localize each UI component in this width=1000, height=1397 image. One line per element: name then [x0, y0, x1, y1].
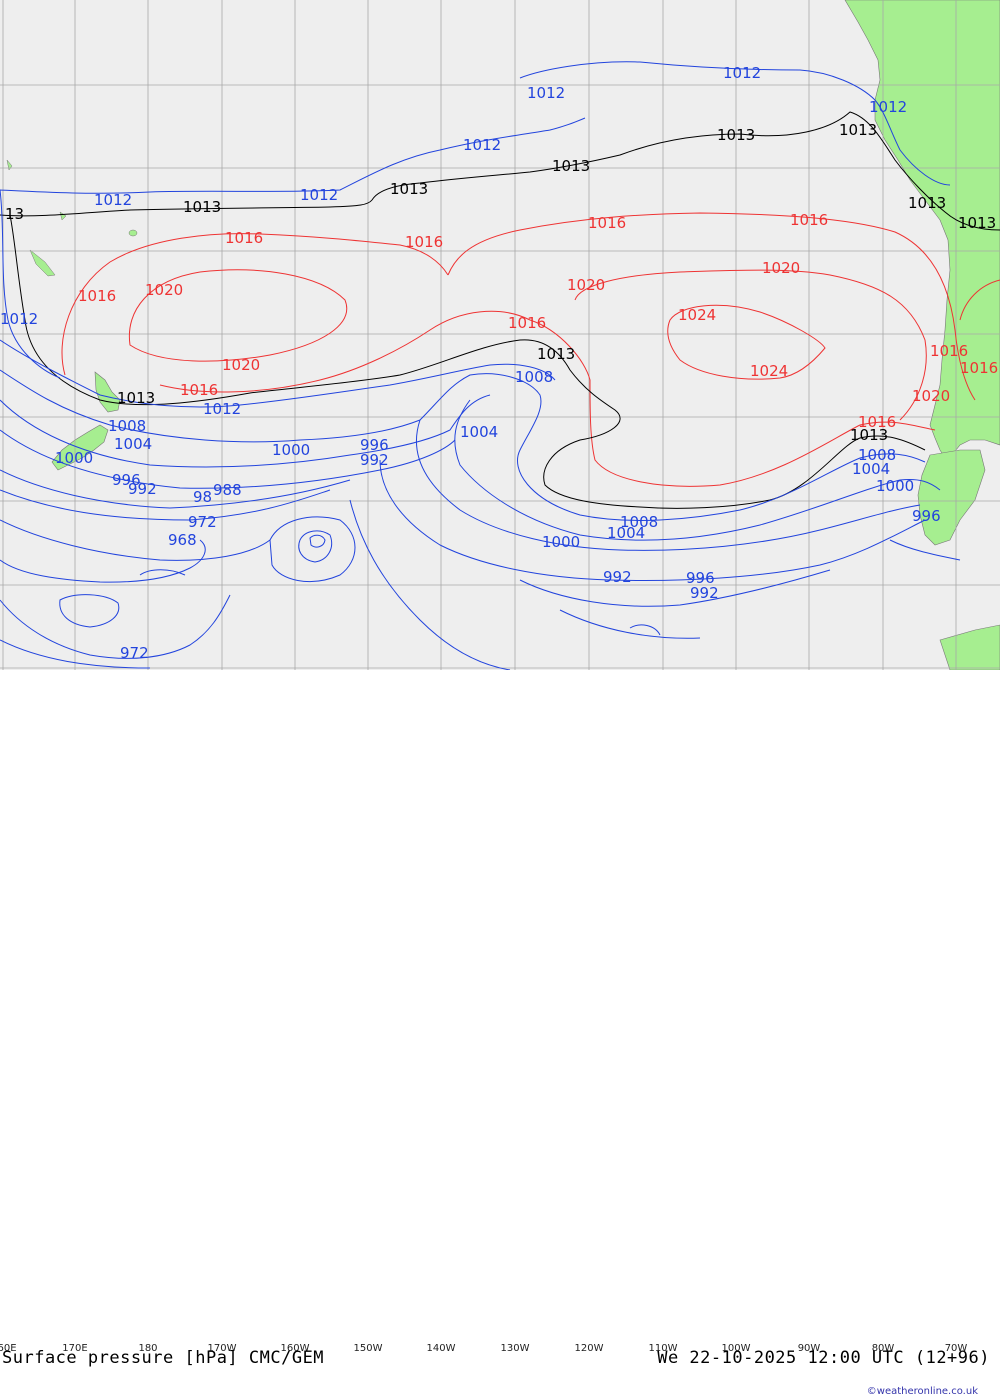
- isobar-label: 996: [912, 507, 941, 525]
- isobar-label: 1008: [515, 368, 553, 386]
- isobar-label: 1004: [607, 524, 645, 542]
- isobar-label: 1013: [717, 126, 755, 144]
- lon-label: 140W: [426, 1343, 456, 1354]
- isobar-label: 1012: [0, 310, 38, 328]
- isobar-label: 1012: [723, 64, 761, 82]
- isobar-label: 1012: [94, 191, 132, 209]
- lon-label: 150W: [353, 1343, 383, 1354]
- isobar-label: 1020: [567, 276, 605, 294]
- isobar-label: 13: [5, 205, 24, 223]
- isobar-label: 1016: [508, 314, 546, 332]
- isobar-label: 1000: [876, 477, 914, 495]
- isobar-label: 1013: [390, 180, 428, 198]
- lat-lon-grid: [0, 0, 1000, 670]
- isobar-label: 968: [168, 531, 197, 549]
- valid-time: We 22-10-2025 12:00 UTC (12+96): [657, 1348, 990, 1368]
- isobar-label: 992: [360, 451, 389, 469]
- isobars-high: [61, 212, 1000, 487]
- isobar-label: 98: [193, 488, 212, 506]
- isobar-label: 992: [690, 584, 719, 602]
- isobar-label: 1008: [858, 446, 896, 464]
- isobar-label: 992: [603, 568, 632, 586]
- isobar-label: 1012: [203, 400, 241, 418]
- isobar-label: 1016: [790, 211, 828, 229]
- isobar-label: 1013: [183, 198, 221, 216]
- isobar-label: 1020: [912, 387, 950, 405]
- isobar-label: 1020: [145, 281, 183, 299]
- isobar-label: 1013: [537, 345, 575, 363]
- isobars-mid: [0, 111, 1000, 509]
- isobar-label: 1012: [463, 136, 501, 154]
- isobar-label: 1013: [552, 157, 590, 175]
- isobar-label: 1008: [108, 417, 146, 435]
- isobar-labels-low: 1012 1012 1012 1012 1012 1012 1012 1012 …: [0, 64, 941, 662]
- isobar-label: 1012: [527, 84, 565, 102]
- isobar-label: 1016: [180, 381, 218, 399]
- isobar-label: 1000: [55, 449, 93, 467]
- isobar-label: 1024: [750, 362, 788, 380]
- isobar-label: 1012: [869, 98, 907, 116]
- isobar-label: 988: [213, 481, 242, 499]
- isobar-label: 1020: [222, 356, 260, 374]
- isobar-labels-mid: 13 1013 1013 1013 1013 1013 1013 1013 10…: [5, 121, 996, 444]
- isobar-label: 1016: [930, 342, 968, 360]
- lon-label: 130W: [500, 1343, 530, 1354]
- isobar-label: 1013: [908, 194, 946, 212]
- isobar-label: 972: [188, 513, 217, 531]
- isobar-label: 1020: [762, 259, 800, 277]
- isobar-label: 996: [360, 436, 389, 454]
- isobar-label: 1016: [960, 359, 998, 377]
- map-title: Surface pressure [hPa] CMC/GEM: [2, 1348, 325, 1368]
- pressure-map: 1016 1016 1016 1016 1016 1016 1016 1016 …: [0, 0, 1000, 670]
- credit-link[interactable]: ©weatheronline.co.uk: [866, 1386, 978, 1397]
- lon-label: 120W: [574, 1343, 604, 1354]
- isobar-label: 1013: [850, 426, 888, 444]
- isobar-label: 1016: [588, 214, 626, 232]
- isobar-label: 1013: [839, 121, 877, 139]
- isobar-label: 992: [128, 480, 157, 498]
- isobar-label: 1008: [620, 513, 658, 531]
- isobar-label: 1012: [300, 186, 338, 204]
- map-footer: 60E 170E 180 170W 160W 150W 140W 130W 12…: [0, 670, 1000, 1397]
- isobar-label: 1000: [272, 441, 310, 459]
- isobar-label: 1013: [117, 389, 155, 407]
- land-new-zealand: [51, 371, 121, 471]
- isobar-label: 1004: [852, 460, 890, 478]
- isobar-label: 996: [112, 471, 141, 489]
- isobar-label: 1004: [114, 435, 152, 453]
- isobar-label: 1016: [78, 287, 116, 305]
- isobar-label: 1000: [542, 533, 580, 551]
- isobars-low: [0, 61, 961, 670]
- isobar-label: 1016: [858, 413, 896, 431]
- isobar-label: 1016: [225, 229, 263, 247]
- isobar-label: 1016: [405, 233, 443, 251]
- isobar-label: 1004: [460, 423, 498, 441]
- isobar-label: 972: [120, 644, 149, 662]
- isobar-label: 996: [686, 569, 715, 587]
- isobar-label: 1013: [958, 214, 996, 232]
- isobar-label: 1024: [678, 306, 716, 324]
- ocean-background: [0, 0, 1000, 670]
- isobar-labels-high: 1016 1016 1016 1016 1016 1016 1016 1016 …: [78, 211, 998, 431]
